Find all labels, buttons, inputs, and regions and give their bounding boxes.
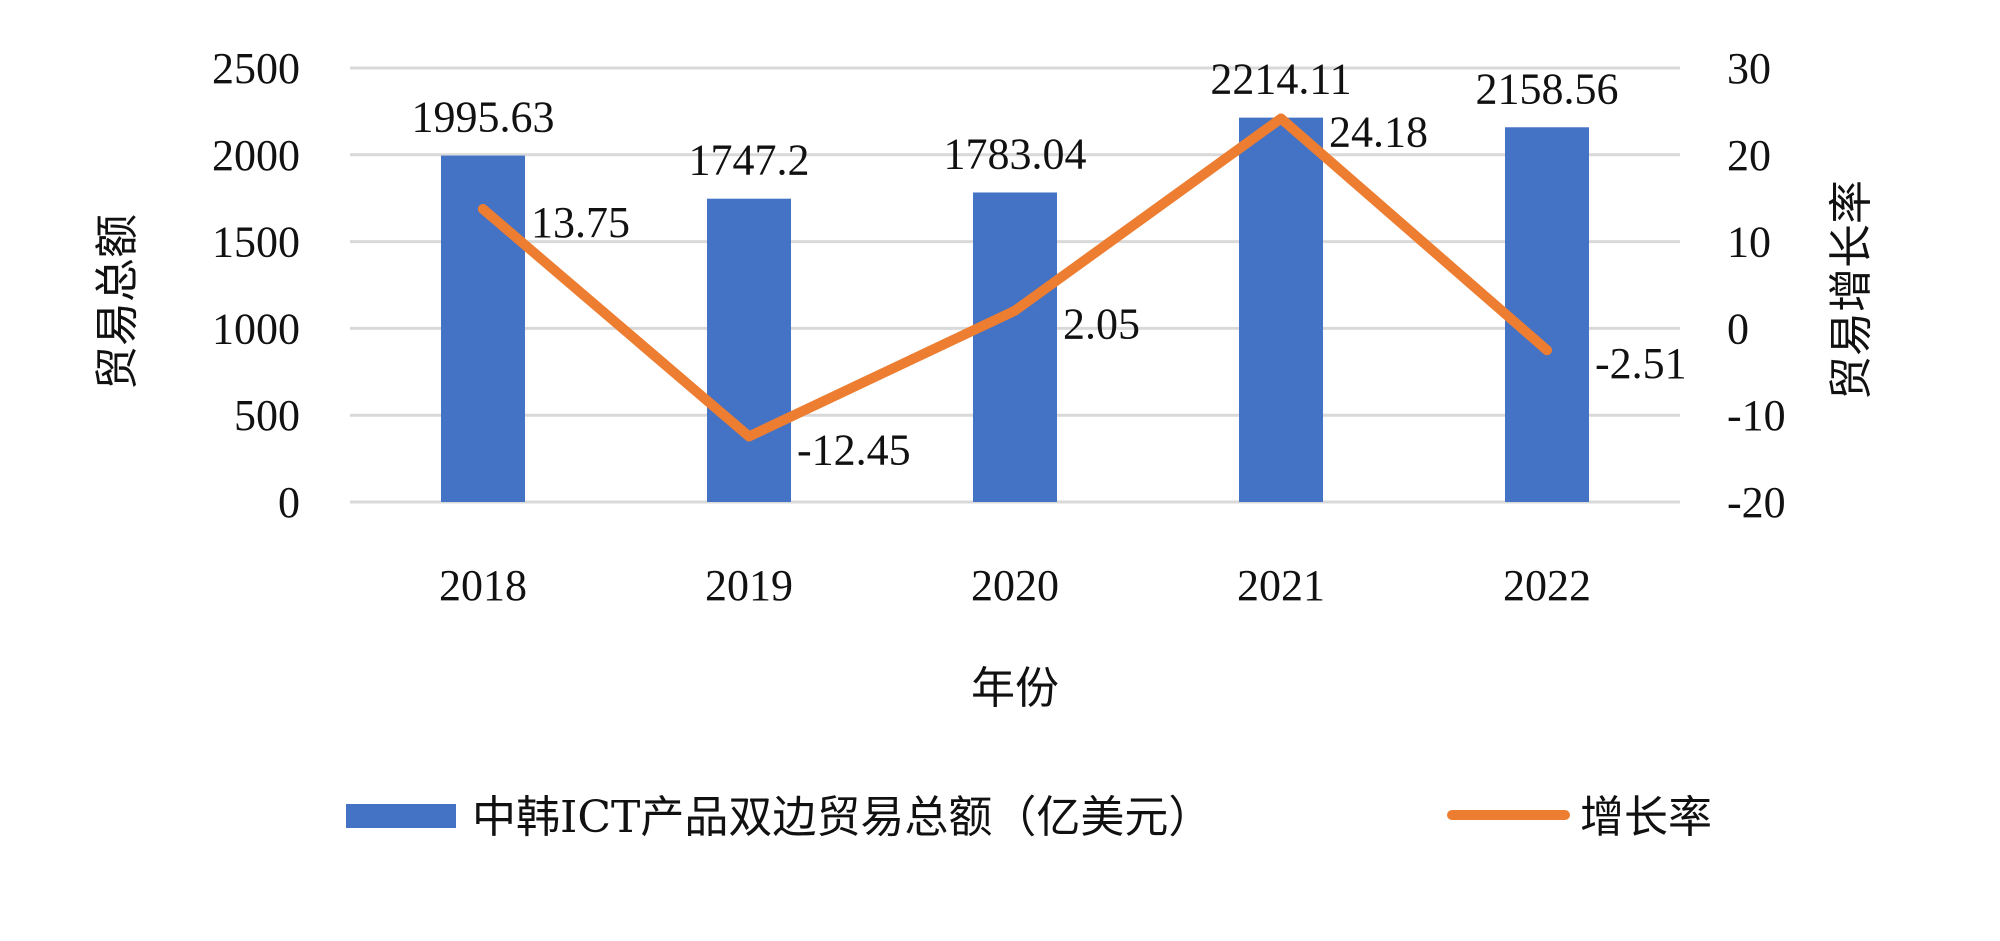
line-data-label: 24.18 xyxy=(1329,108,1428,157)
legend-label-bar: 中韩ICT产品双边贸易总额（亿美元） xyxy=(472,792,1212,843)
bar-data-label: 1995.63 xyxy=(412,93,555,142)
bar-data-label: 2158.56 xyxy=(1476,64,1619,113)
line-data-label: -12.45 xyxy=(797,425,911,474)
y2-tick-label: 20 xyxy=(1727,131,1771,180)
line-series xyxy=(478,113,1552,442)
growth-rate-point xyxy=(478,204,488,215)
y-tick-label: 2500 xyxy=(212,44,300,93)
bar-data-label: 1783.04 xyxy=(944,129,1087,178)
line-data-label: 13.75 xyxy=(531,198,630,247)
y2-axis-title: 贸易增长率 xyxy=(1827,180,1876,400)
data-labels: 1995.63 1747.2 1783.04 2214.11 2158.56 13.75 -… xyxy=(412,55,1687,475)
y-tick-label: 1500 xyxy=(212,218,300,267)
y-tick-label: 0 xyxy=(278,478,300,527)
y-tick-label: 1000 xyxy=(212,304,300,353)
legend-label-line: 增长率 xyxy=(1580,792,1712,843)
x-tick-label: 2019 xyxy=(705,561,793,610)
bar xyxy=(1239,117,1323,503)
axes: 贸易总额 贸易增长率 年份 0 500 1000 1500 2000 2500 -20 -10… xyxy=(93,44,1876,713)
y2-tick-label: -10 xyxy=(1727,391,1786,440)
bar-data-label: 2214.11 xyxy=(1210,55,1351,104)
y2-tick-label: -20 xyxy=(1727,478,1786,527)
bar xyxy=(707,198,791,502)
bar xyxy=(1505,127,1589,502)
line-data-label: 2.05 xyxy=(1063,300,1140,349)
y2-tick-label: 30 xyxy=(1727,44,1771,93)
y-axis-title: 贸易总额 xyxy=(93,214,142,390)
line-data-label: -2.51 xyxy=(1595,339,1687,388)
x-tick-label: 2020 xyxy=(971,561,1059,610)
x-axis-title: 年份 xyxy=(971,664,1059,713)
legend-swatch-bar xyxy=(346,804,456,828)
bar-series xyxy=(441,117,1589,503)
growth-rate-point xyxy=(744,431,754,442)
y2-tick-label: 10 xyxy=(1727,218,1771,267)
bar-data-label: 1747.2 xyxy=(689,136,810,185)
x-tick-label: 2022 xyxy=(1503,561,1591,610)
legend: 中韩ICT产品双边贸易总额（亿美元） 增长率 xyxy=(346,792,1712,843)
x-tick-label: 2021 xyxy=(1237,561,1325,610)
bar xyxy=(973,192,1057,503)
y-tick-label: 500 xyxy=(234,391,300,440)
growth-rate-point xyxy=(1542,345,1552,356)
x-tick-label: 2018 xyxy=(439,561,527,610)
y2-tick-label: 0 xyxy=(1727,304,1749,353)
growth-rate-point xyxy=(1010,305,1020,316)
growth-rate-point xyxy=(1276,113,1286,124)
y-tick-label: 2000 xyxy=(212,131,300,180)
